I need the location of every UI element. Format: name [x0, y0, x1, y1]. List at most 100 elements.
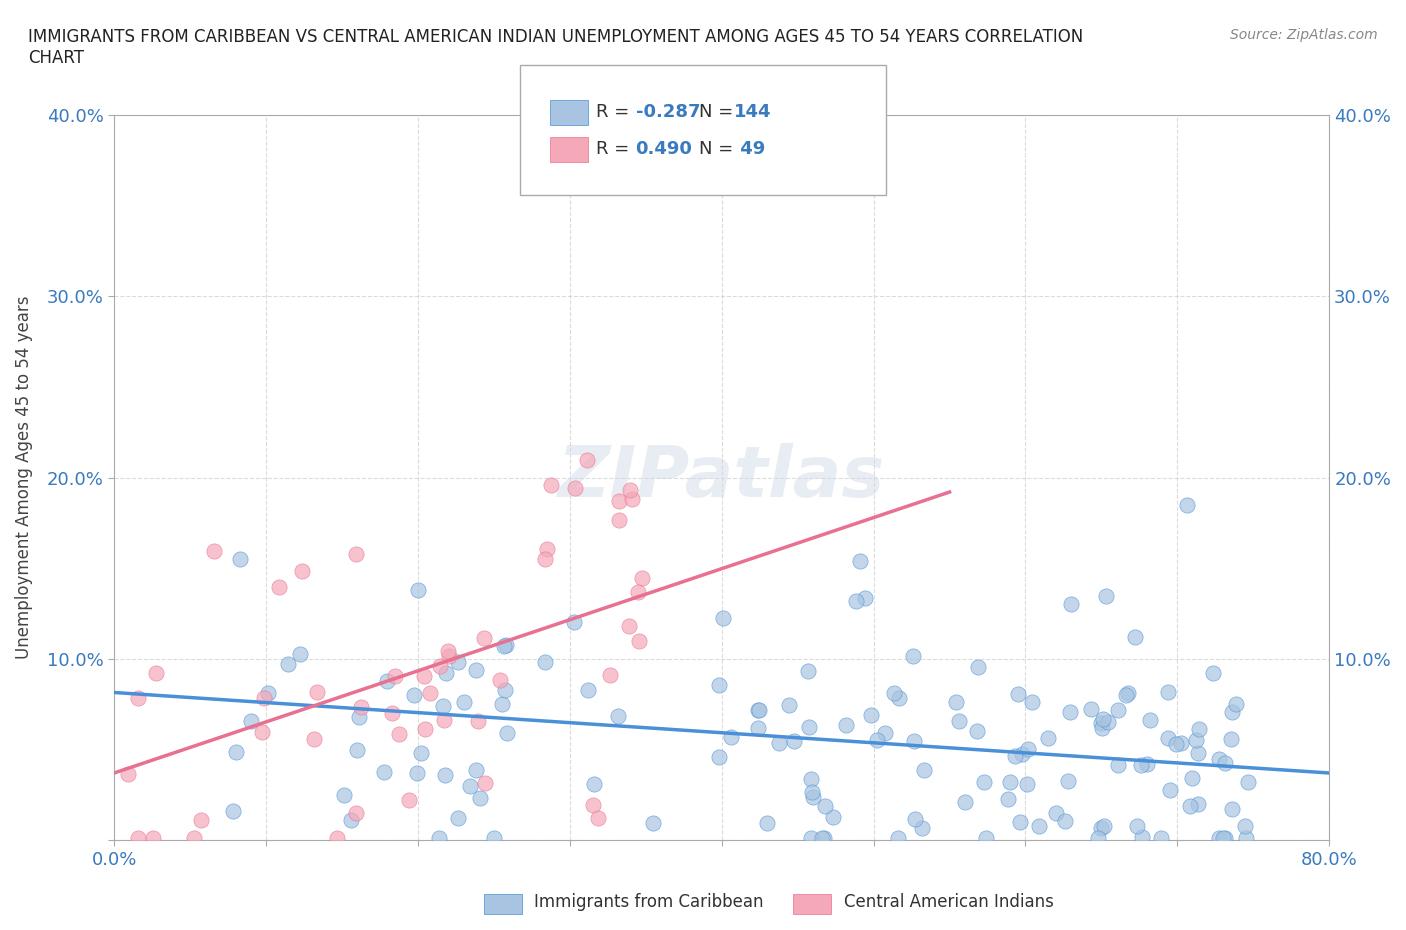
Point	[778, 698, 800, 712]
Point	[1095, 589, 1118, 604]
Point	[835, 718, 858, 733]
Point	[1188, 722, 1211, 737]
Point	[607, 512, 630, 527]
Point	[482, 830, 505, 845]
Point	[1208, 830, 1230, 845]
Point	[756, 816, 779, 830]
Point	[1157, 731, 1180, 746]
Point	[127, 691, 149, 706]
Point	[1150, 830, 1173, 845]
Point	[800, 830, 823, 845]
Point	[288, 647, 311, 662]
Point	[453, 695, 475, 710]
Point	[707, 678, 730, 693]
Point	[534, 551, 557, 566]
Text: 0.490: 0.490	[636, 140, 692, 158]
Point	[998, 775, 1021, 790]
Point	[229, 551, 252, 566]
Point	[860, 708, 883, 723]
Point	[1187, 797, 1209, 812]
Point	[350, 699, 373, 714]
Point	[1220, 704, 1243, 719]
Point	[222, 804, 245, 819]
Point	[460, 778, 482, 793]
Point	[911, 820, 934, 835]
Point	[1213, 756, 1236, 771]
Point	[1028, 818, 1050, 833]
Point	[576, 453, 599, 468]
Point	[1225, 697, 1247, 711]
Point	[1057, 773, 1080, 788]
Point	[190, 813, 212, 828]
Point	[257, 685, 280, 700]
Point	[432, 698, 454, 713]
Point	[344, 546, 367, 561]
Point	[901, 648, 924, 663]
Point	[429, 658, 451, 673]
Point	[576, 683, 599, 698]
Point	[464, 763, 486, 777]
Point	[1087, 830, 1109, 845]
Point	[1130, 830, 1153, 844]
Point	[489, 672, 512, 687]
Point	[1115, 687, 1137, 702]
Point	[875, 726, 897, 741]
Point	[381, 706, 404, 721]
Text: 49: 49	[734, 140, 765, 158]
Text: ZIPatlas: ZIPatlas	[558, 443, 886, 512]
Point	[1220, 732, 1243, 747]
Text: IMMIGRANTS FROM CARIBBEAN VS CENTRAL AMERICAN INDIAN UNEMPLOYMENT AMONG AGES 45 : IMMIGRANTS FROM CARIBBEAN VS CENTRAL AME…	[28, 28, 1084, 67]
Point	[973, 774, 995, 789]
Point	[291, 564, 314, 578]
Point	[413, 669, 436, 684]
Point	[607, 708, 630, 723]
Point	[747, 721, 769, 736]
Point	[1008, 815, 1031, 830]
Point	[1116, 685, 1139, 700]
Text: N =: N =	[699, 140, 738, 158]
Point	[1091, 712, 1114, 727]
Point	[1212, 830, 1234, 845]
Text: 144: 144	[734, 102, 772, 121]
Point	[377, 673, 399, 688]
Point	[433, 713, 456, 728]
Point	[801, 790, 824, 804]
Point	[495, 725, 517, 740]
Point	[252, 691, 274, 706]
Point	[491, 697, 513, 711]
Point	[494, 683, 516, 698]
Point	[1181, 770, 1204, 785]
Point	[344, 805, 367, 820]
Point	[768, 736, 790, 751]
Point	[411, 746, 433, 761]
Point	[333, 788, 356, 803]
Point	[1107, 757, 1129, 772]
Point	[1136, 757, 1159, 772]
Point	[783, 734, 806, 749]
Point	[447, 655, 470, 670]
Point	[1234, 830, 1257, 845]
Point	[1139, 713, 1161, 728]
Point	[887, 830, 910, 845]
Point	[142, 830, 165, 845]
Point	[436, 644, 458, 658]
Point	[582, 798, 605, 813]
Text: -0.287: -0.287	[636, 102, 700, 121]
Text: R =: R =	[596, 102, 636, 121]
Point	[398, 793, 420, 808]
Point	[304, 732, 326, 747]
Y-axis label: Unemployment Among Ages 45 to 54 years: Unemployment Among Ages 45 to 54 years	[15, 296, 32, 659]
Text: Immigrants from Caribbean: Immigrants from Caribbean	[534, 893, 763, 911]
Point	[347, 710, 370, 724]
Point	[1017, 741, 1039, 756]
Point	[225, 745, 247, 760]
Point	[1017, 777, 1039, 791]
Point	[404, 687, 426, 702]
Point	[1202, 666, 1225, 681]
Point	[405, 766, 427, 781]
Point	[1004, 749, 1026, 764]
Point	[117, 767, 139, 782]
Point	[1053, 814, 1076, 829]
Point	[433, 767, 456, 782]
Point	[1157, 684, 1180, 699]
